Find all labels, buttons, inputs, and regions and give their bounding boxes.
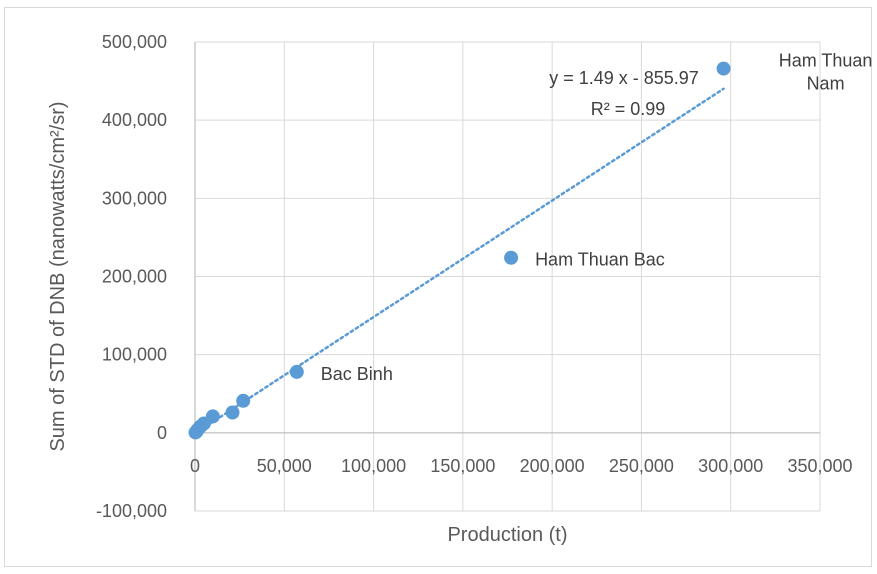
y-tick-label-6: 500,000 [102, 32, 167, 52]
x-tick-label-5: 250,000 [609, 456, 674, 476]
grid-layer [194, 41, 821, 512]
axis-layer: 0 50,000 100,000 150,000 200,000 250,000 300,0… [47, 32, 853, 546]
chart-frame [4, 7, 872, 567]
x-tick-label-6: 300,000 [698, 456, 763, 476]
linear-trendline [193, 87, 725, 435]
x-axis-title: Production (t) [447, 524, 567, 546]
data-point-7 [236, 393, 251, 408]
point-label-1: Ham Thuan Bac [535, 250, 665, 270]
y-tick-label-5: 400,000 [102, 110, 167, 130]
y-tick-label-2: 100,000 [102, 345, 167, 365]
trendline-layer [193, 87, 725, 435]
x-tick-label-1: 50,000 [257, 456, 312, 476]
data-point-9 [504, 250, 519, 265]
x-tick-label-2: 100,000 [341, 456, 406, 476]
annotation-layer: Bac Binh Ham Thuan Bac Ham Thuan Nam y = 1.4… [321, 51, 873, 384]
data-point-6 [225, 405, 240, 420]
y-tick-label-3: 200,000 [102, 267, 167, 287]
point-label-2: Ham Thuan Nam [779, 51, 873, 94]
point-label-0: Bac Binh [321, 364, 393, 384]
y-tick-label-0: -100,000 [96, 501, 167, 521]
x-tick-label-3: 150,000 [430, 456, 495, 476]
trendline-equation: y = 1.49 x - 855.97 R² = 0.99 [549, 68, 699, 119]
data-points-layer [188, 61, 731, 440]
data-point-5 [205, 409, 220, 424]
x-tick-label-7: 350,000 [787, 456, 852, 476]
x-tick-label-4: 200,000 [520, 456, 585, 476]
y-tick-label-1: 0 [157, 423, 167, 443]
y-tick-label-4: 300,000 [102, 188, 167, 208]
y-axis-title: Sum of STD of DNB (nanowatts/cm²/sr) [47, 101, 69, 451]
data-point-8 [289, 364, 304, 379]
data-point-10 [716, 61, 731, 76]
x-tick-label-0: 0 [190, 456, 200, 476]
